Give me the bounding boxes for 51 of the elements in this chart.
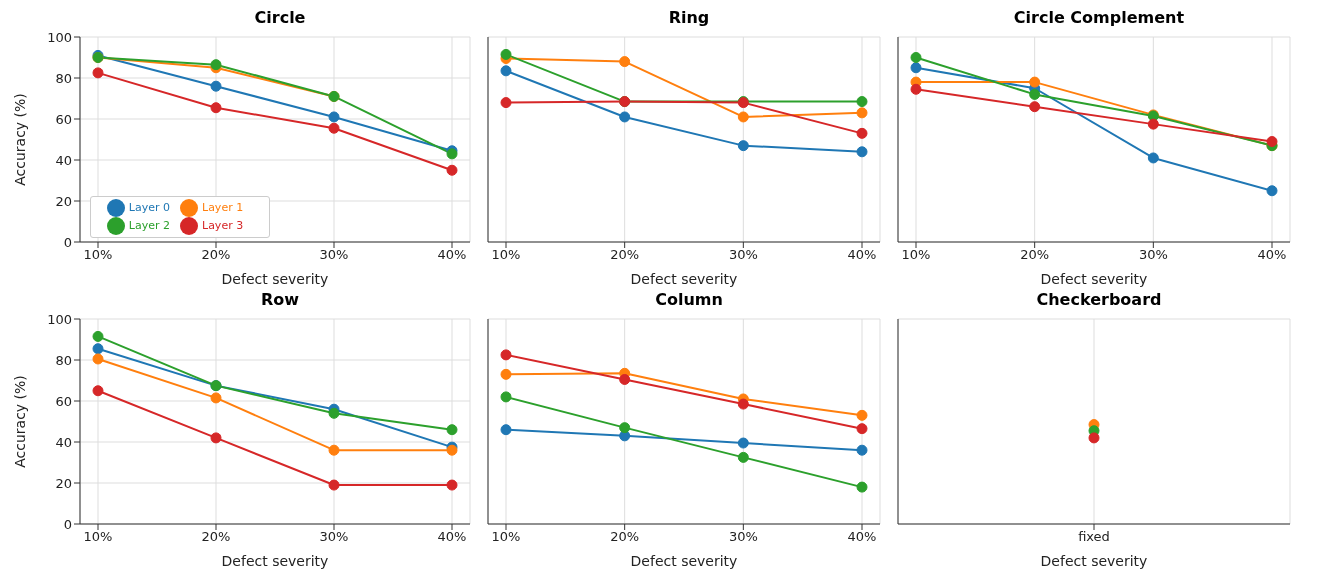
x-tick-label: 10% xyxy=(83,529,113,545)
y-tick-label: 60 xyxy=(55,393,72,409)
y-tick-label: 60 xyxy=(55,111,72,127)
chart-title: Row xyxy=(259,290,301,309)
y-axis-title: Accuracy (%) xyxy=(11,375,28,468)
legend-label: Layer 0 xyxy=(128,201,170,214)
x-axis-title: Defect severity xyxy=(630,271,738,287)
x-axis-title: Defect severity xyxy=(1040,553,1148,569)
chart-title: Column xyxy=(654,290,724,309)
x-tick-label: 30% xyxy=(1138,247,1168,263)
y-tick-label: 80 xyxy=(55,352,72,368)
x-axis-title: Defect severity xyxy=(1040,271,1148,287)
y-tick-label: 100 xyxy=(47,29,72,45)
x-tick-label: 40% xyxy=(847,529,877,545)
x-tick-label: 10% xyxy=(83,247,113,263)
x-tick-label: 20% xyxy=(610,529,640,545)
x-tick-label: fixed xyxy=(1078,529,1110,545)
x-axis-title: Defect severity xyxy=(221,553,329,569)
y-tick-label: 20 xyxy=(55,475,72,491)
x-tick-label: 10% xyxy=(491,529,521,545)
x-tick-label: 10% xyxy=(901,247,931,263)
x-tick-label: 30% xyxy=(728,247,758,263)
legend-label: Layer 1 xyxy=(202,201,244,214)
x-tick-label: 20% xyxy=(610,247,640,263)
chart-title: Ring xyxy=(667,8,711,27)
chart-title: Circle Complement xyxy=(1012,8,1186,27)
y-tick-label: 0 xyxy=(63,516,72,532)
x-tick-label: 40% xyxy=(437,247,467,263)
y-tick-label: 0 xyxy=(63,234,72,250)
x-tick-label: 20% xyxy=(1020,247,1050,263)
legend-label: Layer 2 xyxy=(128,219,170,232)
x-tick-label: 40% xyxy=(437,529,467,545)
chart-title: Circle xyxy=(253,8,307,27)
x-tick-label: 30% xyxy=(319,247,349,263)
x-tick-label: 20% xyxy=(201,247,231,263)
legend-label: Layer 3 xyxy=(202,219,244,232)
y-tick-label: 20 xyxy=(55,193,72,209)
x-axis-title: Defect severity xyxy=(221,271,329,287)
x-tick-label: 40% xyxy=(1257,247,1287,263)
x-tick-label: 30% xyxy=(728,529,758,545)
y-axis-title: Accuracy (%) xyxy=(11,93,28,186)
x-tick-label: 10% xyxy=(491,247,521,263)
x-tick-label: 30% xyxy=(319,529,349,545)
y-tick-label: 40 xyxy=(55,152,72,168)
y-tick-label: 80 xyxy=(55,70,72,86)
x-tick-label: 40% xyxy=(847,247,877,263)
x-axis-title: Defect severity xyxy=(630,553,738,569)
y-tick-label: 100 xyxy=(47,311,72,327)
y-tick-label: 40 xyxy=(55,434,72,450)
chart-title: Checkerboard xyxy=(1035,290,1163,309)
x-tick-label: 20% xyxy=(201,529,231,545)
